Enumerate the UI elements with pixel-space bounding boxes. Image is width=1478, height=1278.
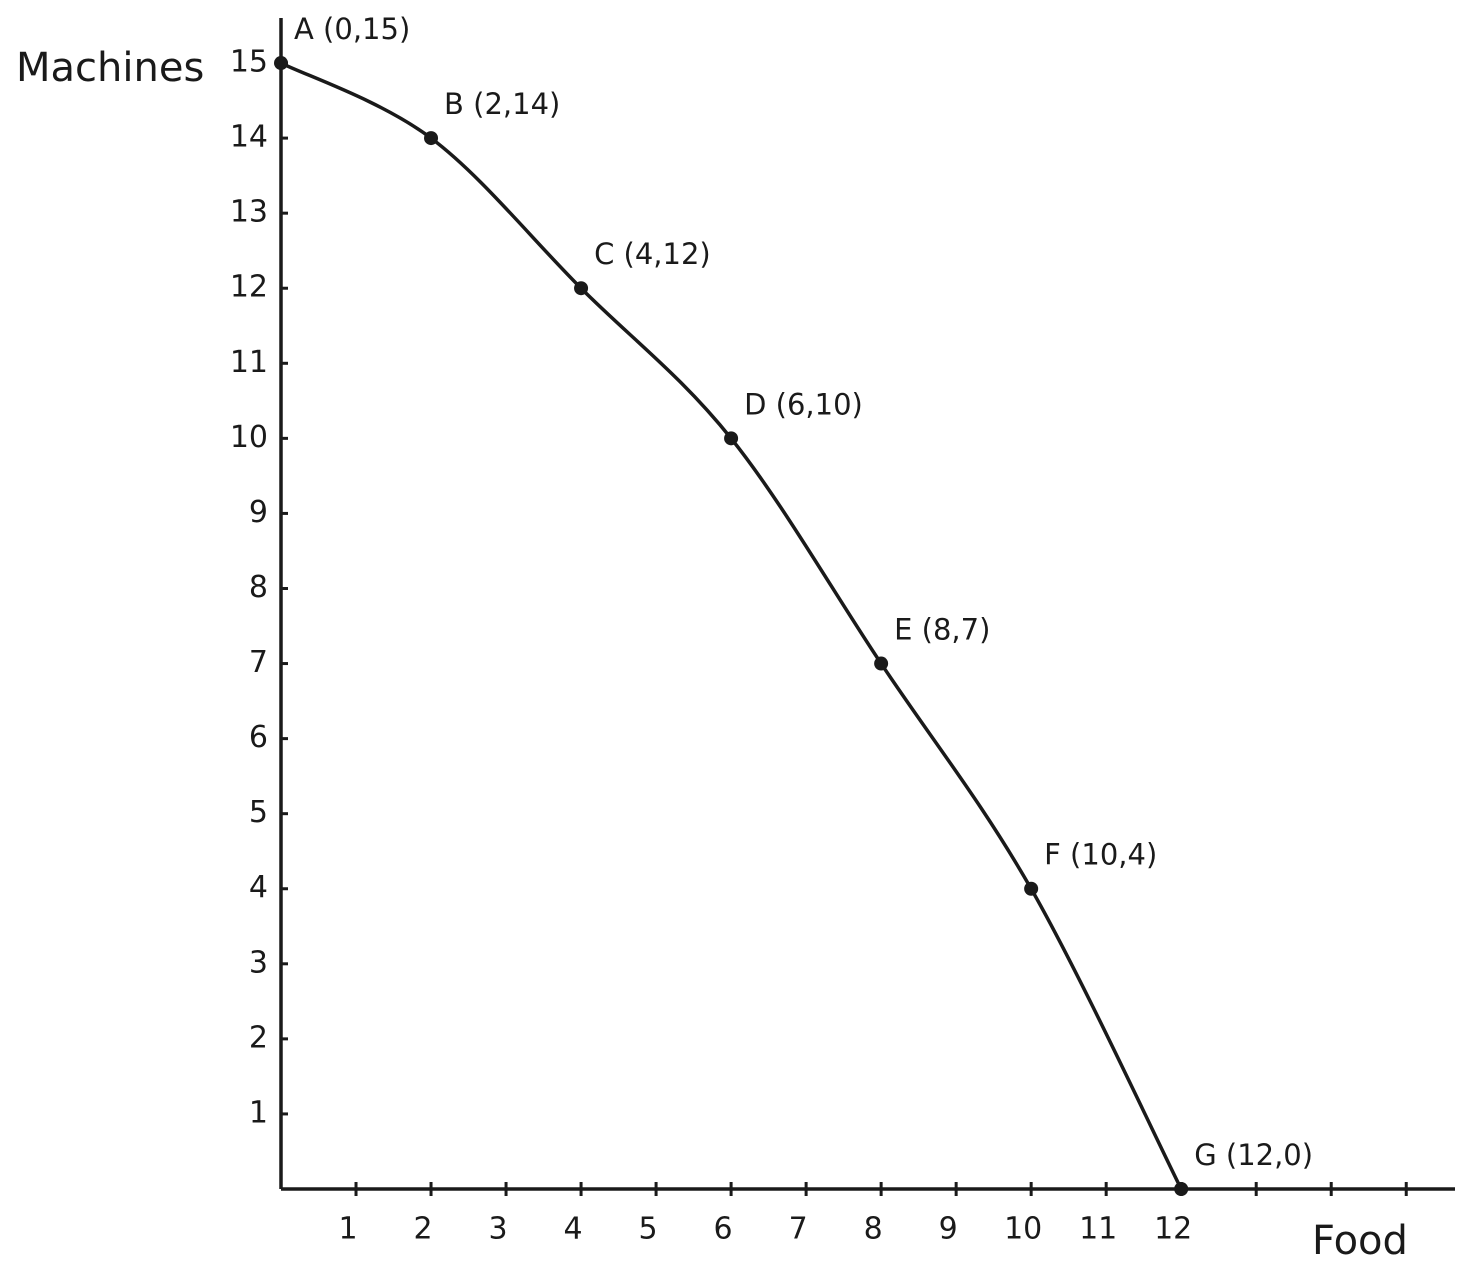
x-tick-label: 5 xyxy=(639,1212,658,1247)
point-label: G (12,0) xyxy=(1194,1138,1313,1172)
x-axis-label: Food xyxy=(1312,1218,1408,1264)
y-tick-label: 1 xyxy=(249,1095,268,1130)
x-tick-label: 2 xyxy=(413,1212,432,1247)
point-label: F (10,4) xyxy=(1044,838,1157,872)
x-tick-label: 6 xyxy=(714,1212,733,1247)
x-tick-label: 11 xyxy=(1079,1212,1117,1247)
x-tick-label: 8 xyxy=(864,1212,883,1247)
point-label: A (0,15) xyxy=(294,12,410,46)
point xyxy=(574,281,589,296)
y-tick-label: 3 xyxy=(249,945,268,980)
y-tick-label: 15 xyxy=(230,45,268,80)
x-tick-label: 1 xyxy=(338,1212,357,1247)
point xyxy=(1024,881,1039,896)
point xyxy=(874,656,889,671)
y-tick-label: 12 xyxy=(230,270,268,305)
point-label: E (8,7) xyxy=(894,613,990,647)
point-label: C (4,12) xyxy=(594,237,711,271)
point xyxy=(1174,1182,1189,1196)
x-tick-label: 12 xyxy=(1154,1212,1192,1247)
point xyxy=(424,131,439,146)
x-tick-label: 10 xyxy=(1004,1212,1042,1247)
y-tick-label: 4 xyxy=(249,870,268,905)
point xyxy=(274,56,288,71)
y-axis-label: Machines xyxy=(16,45,204,91)
y-tick-label: 6 xyxy=(249,720,268,755)
x-tick-label: 4 xyxy=(564,1212,583,1247)
x-tick-label: 7 xyxy=(789,1212,808,1247)
x-tick-label: 3 xyxy=(489,1212,508,1247)
y-tick-label: 7 xyxy=(249,645,268,680)
y-tick-label: 14 xyxy=(230,120,268,155)
point xyxy=(724,431,739,446)
y-tick-label: 5 xyxy=(249,795,268,830)
y-tick-label: 2 xyxy=(249,1020,268,1055)
y-tick-label: 8 xyxy=(249,570,268,605)
y-tick-label: 10 xyxy=(230,420,268,455)
x-tick-label: 9 xyxy=(939,1212,958,1247)
y-tick-label: 11 xyxy=(230,345,268,380)
curve xyxy=(280,61,1183,1190)
y-tick-label: 13 xyxy=(230,195,268,230)
point-label: B (2,14) xyxy=(444,87,560,121)
point-label: D (6,10) xyxy=(744,387,863,421)
y-tick-label: 9 xyxy=(249,495,268,530)
